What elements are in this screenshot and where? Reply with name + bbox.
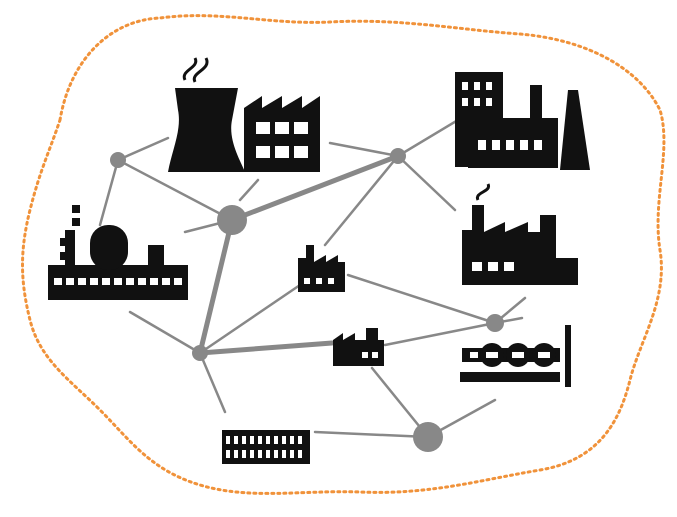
power-plant-icon [168, 57, 320, 172]
link [197, 217, 235, 356]
link [128, 310, 202, 355]
link [98, 158, 120, 227]
connections [98, 118, 527, 439]
link [313, 430, 430, 439]
node [413, 422, 443, 452]
node [192, 345, 208, 361]
factory-icon [462, 183, 578, 285]
link [198, 283, 302, 355]
node [390, 148, 406, 164]
refinery-icon [48, 205, 188, 300]
small-factory-icon [298, 245, 345, 292]
machinery-icon [460, 325, 571, 387]
link [323, 154, 400, 247]
boundary [21, 14, 666, 495]
node [217, 205, 247, 235]
link [383, 321, 497, 347]
conveyor-icon [222, 430, 310, 464]
link [328, 141, 400, 158]
node [110, 152, 126, 168]
link [116, 158, 234, 222]
link [346, 273, 497, 325]
link [229, 153, 401, 223]
node [486, 314, 504, 332]
small-factory-icon [333, 328, 384, 366]
link [396, 154, 457, 212]
industrial-complex-icon [455, 72, 590, 170]
link [238, 178, 260, 202]
link [197, 340, 335, 356]
link [396, 118, 460, 158]
nodes [110, 148, 504, 452]
link [198, 351, 227, 414]
link [116, 136, 170, 162]
